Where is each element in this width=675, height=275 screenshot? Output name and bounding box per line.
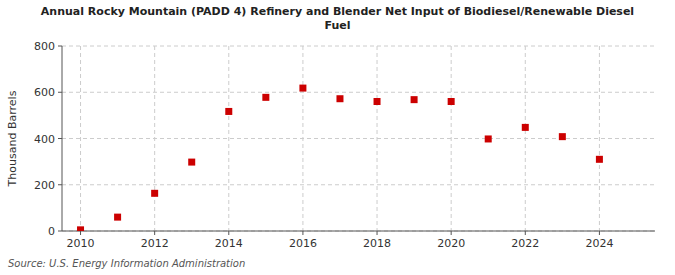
x-tick bbox=[451, 231, 452, 235]
title: Annual Rocky Mountain (PADD 4) Refinery … bbox=[41, 5, 634, 32]
x-tick-label: 2016 bbox=[289, 237, 317, 250]
point bbox=[336, 95, 343, 102]
points bbox=[77, 85, 603, 231]
point bbox=[596, 156, 603, 163]
point bbox=[559, 133, 566, 140]
x-grid-line bbox=[451, 46, 452, 231]
x-tick-label: 2022 bbox=[511, 237, 539, 250]
point bbox=[485, 135, 492, 142]
x-tick-label: 2010 bbox=[67, 237, 95, 250]
y-grid-line bbox=[62, 138, 655, 139]
y-axis-line bbox=[62, 46, 63, 231]
point bbox=[374, 98, 381, 105]
x-grid-line bbox=[525, 46, 526, 231]
y-tick-label: 200 bbox=[34, 179, 55, 192]
y-tick-label: 800 bbox=[34, 40, 55, 53]
x-tick bbox=[80, 231, 81, 235]
x-tick-label: 2018 bbox=[363, 237, 391, 250]
y-grid-line bbox=[62, 184, 655, 185]
y-tick-label: 0 bbox=[48, 225, 55, 238]
point bbox=[411, 96, 418, 103]
y-tick bbox=[58, 92, 62, 93]
point bbox=[151, 190, 158, 197]
y-axis-label: Thousand Barrels bbox=[6, 90, 19, 187]
x-tick bbox=[302, 231, 303, 235]
y-grid-line bbox=[62, 231, 655, 232]
x-grid-line bbox=[228, 46, 229, 231]
y-tick bbox=[58, 46, 62, 47]
point bbox=[299, 85, 306, 92]
x-grid-line bbox=[80, 46, 81, 231]
x-axis-line bbox=[62, 231, 655, 232]
y-grid-line bbox=[62, 92, 655, 93]
y-tick bbox=[58, 138, 62, 139]
y-tick-label: 600 bbox=[34, 86, 55, 99]
x-grid-line bbox=[154, 46, 155, 231]
point bbox=[188, 159, 195, 166]
point bbox=[77, 226, 84, 231]
x-tick bbox=[599, 231, 600, 235]
y-grid-line bbox=[62, 46, 655, 47]
x-grid-line bbox=[377, 46, 378, 231]
point bbox=[262, 94, 269, 101]
point bbox=[522, 124, 529, 131]
x-tick bbox=[525, 231, 526, 235]
x-tick bbox=[154, 231, 155, 235]
x-tick-label: 2024 bbox=[585, 237, 613, 250]
x-tick-label: 2012 bbox=[141, 237, 169, 250]
source-note: Source: U.S. Energy Information Administ… bbox=[8, 258, 245, 269]
y-tick bbox=[58, 184, 62, 185]
y-tick bbox=[58, 231, 62, 232]
x-tick-label: 2020 bbox=[437, 237, 465, 250]
x-tick bbox=[377, 231, 378, 235]
point bbox=[114, 214, 121, 221]
x-tick bbox=[228, 231, 229, 235]
axes: 0 200 400 600 800 2010 2012 2014 2016 2018 2020 202… bbox=[34, 40, 655, 250]
x-grid-line bbox=[302, 46, 303, 231]
point bbox=[225, 108, 232, 115]
y-tick-label: 400 bbox=[34, 133, 55, 146]
x-grid-line bbox=[599, 46, 600, 231]
x-tick-label: 2014 bbox=[215, 237, 243, 250]
chart: Annual Rocky Mountain (PADD 4) Refinery … bbox=[0, 0, 675, 275]
grid bbox=[62, 46, 655, 231]
chart-container: Annual Rocky Mountain (PADD 4) Refinery … bbox=[0, 0, 675, 275]
point bbox=[448, 98, 455, 105]
